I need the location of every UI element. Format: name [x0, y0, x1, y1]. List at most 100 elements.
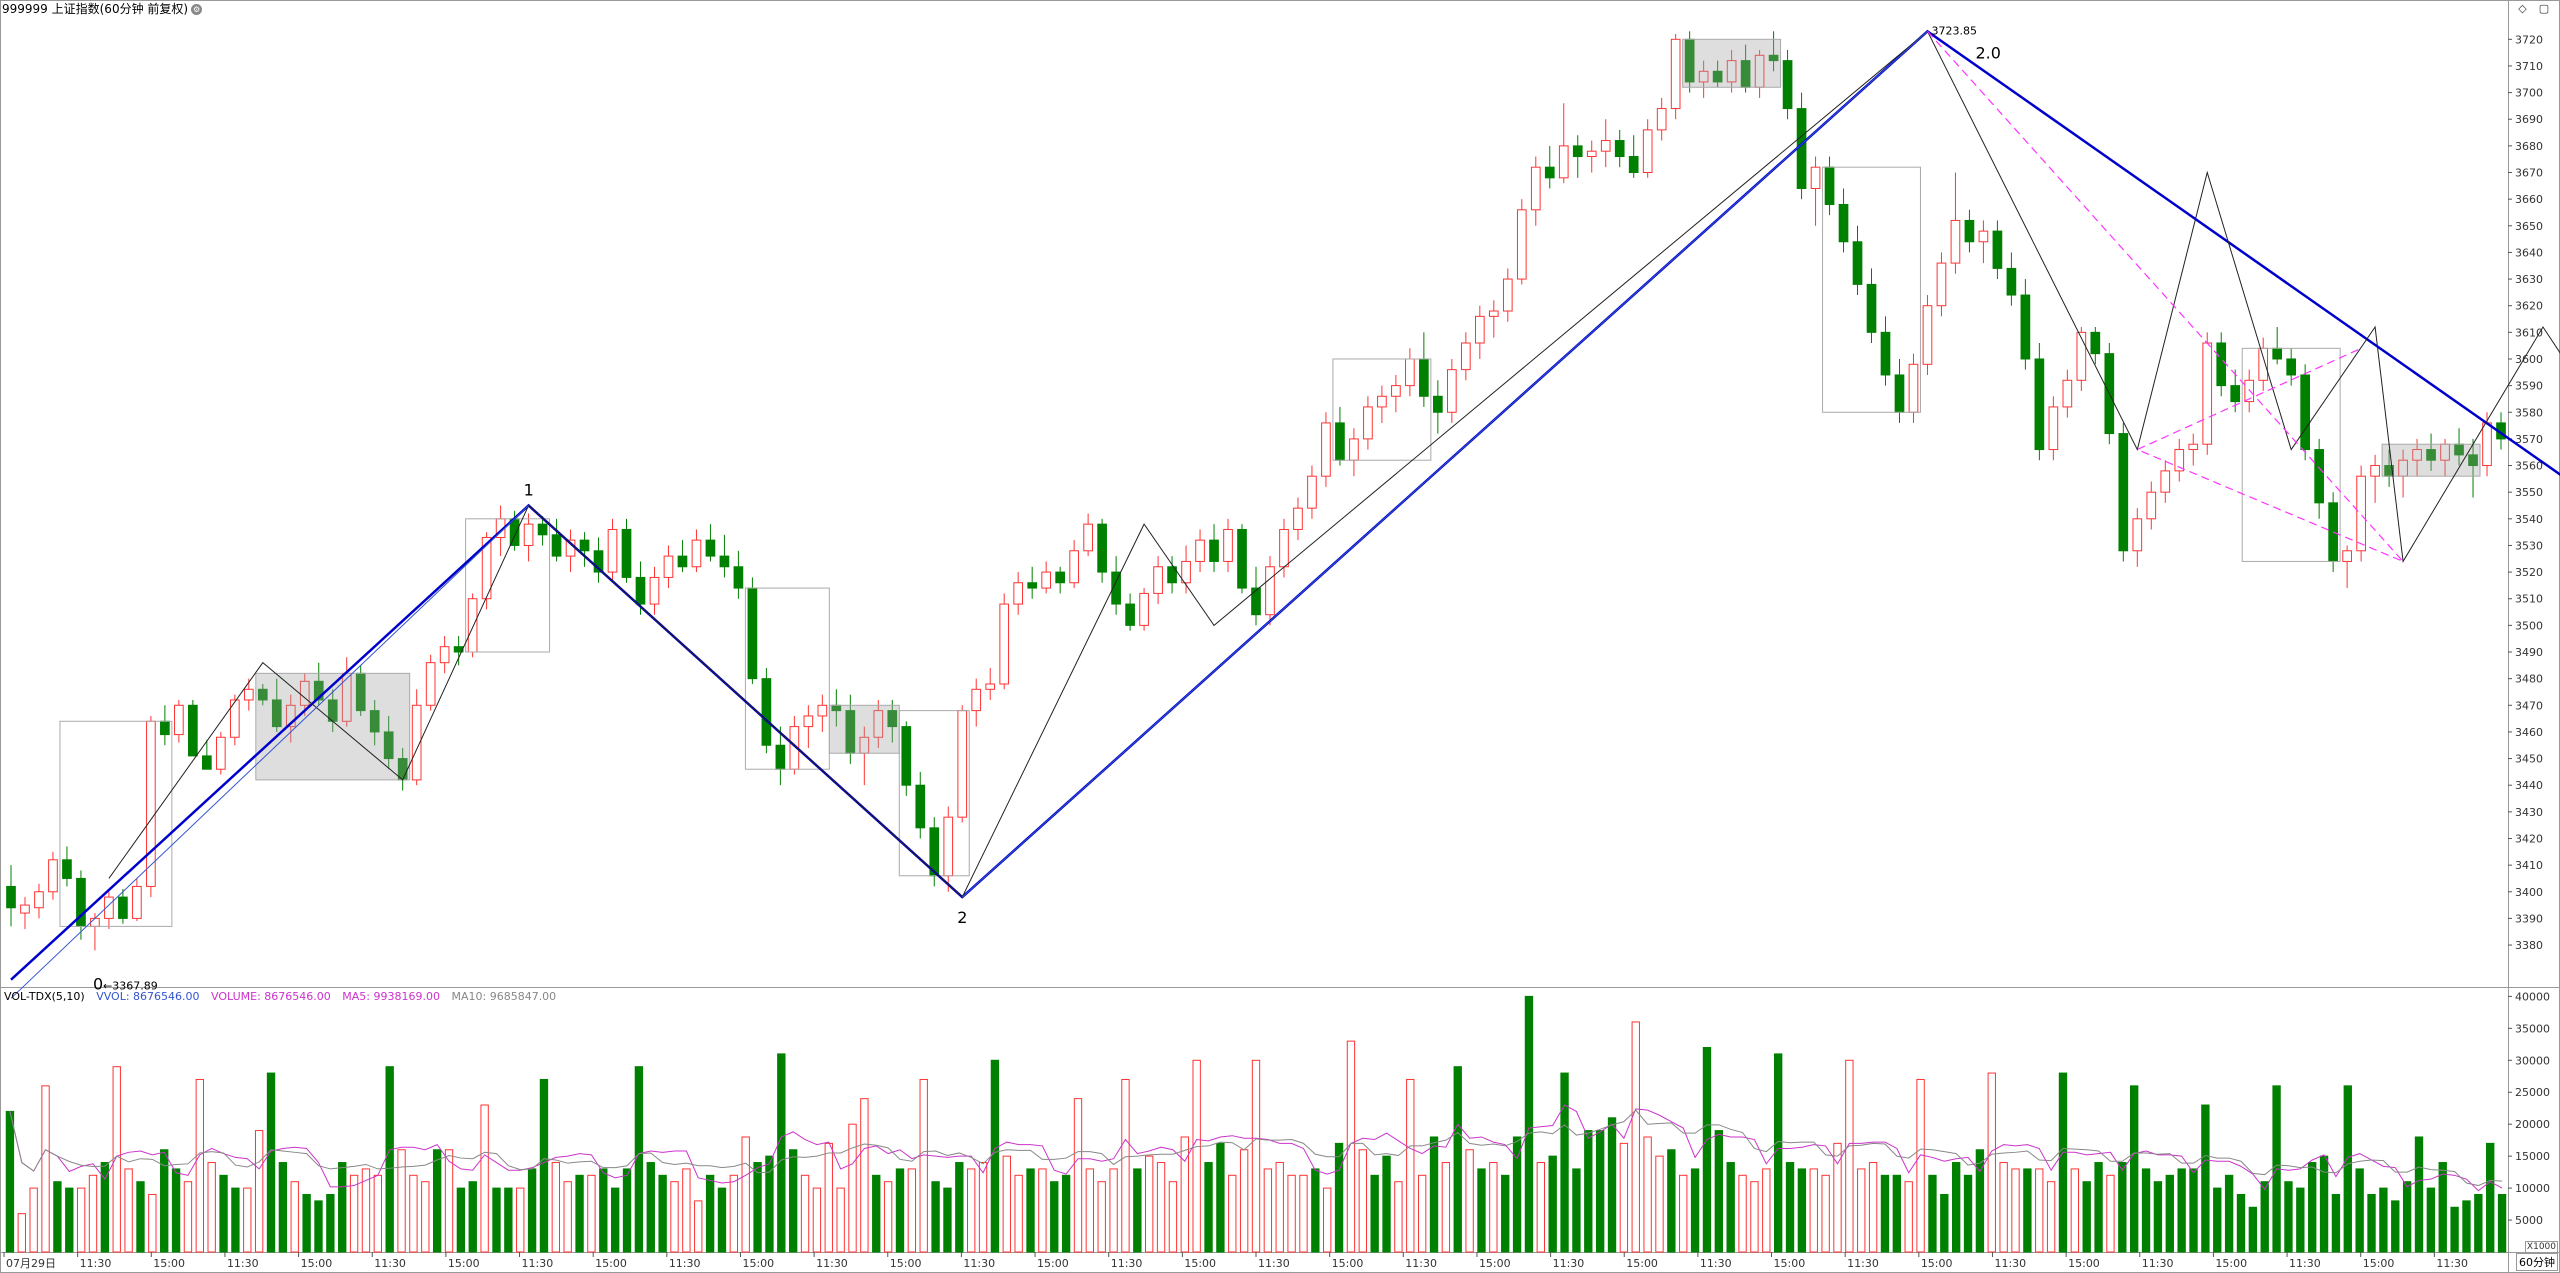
volume-bar	[88, 1174, 98, 1253]
volume-bar	[1263, 1168, 1273, 1253]
candle-body	[1013, 582, 1024, 605]
volume-bar	[919, 1078, 928, 1253]
volume-bar	[622, 1168, 632, 1253]
candle-body	[761, 678, 772, 746]
volume-scale-label: X1000	[2524, 1241, 2558, 1253]
candle-body	[1824, 166, 1835, 205]
candle-body	[1880, 331, 1891, 376]
volume-bar	[1892, 1174, 1902, 1253]
volume-bar	[1489, 1162, 1498, 1253]
ma5-line	[9, 1104, 2503, 1192]
time-tick-label: 11:30	[1847, 1257, 1879, 1270]
price-tick-label: 3550	[2515, 486, 2543, 499]
vol-legend-vvol: VVOL: 8676546.00	[96, 990, 200, 1003]
candle-body	[523, 523, 534, 546]
volume-bar	[670, 1181, 679, 1253]
square-icon[interactable]: ▢	[2538, 2, 2550, 15]
volume-bar	[777, 1053, 786, 1253]
price-tick-label: 3690	[2515, 113, 2543, 126]
time-tick-label: 11:30	[1553, 1257, 1585, 1270]
volume-bar	[2236, 1193, 2246, 1253]
ma10-line	[9, 1109, 2503, 1187]
volume-bar	[1133, 1168, 1142, 1253]
candle-body	[1111, 571, 1121, 605]
volume-bar	[2308, 1162, 2317, 1253]
candle-body	[1782, 60, 1793, 110]
volume-bar	[527, 1168, 537, 1253]
volume-bar	[2355, 1168, 2364, 1253]
volume-bar	[266, 1072, 276, 1253]
volume-bar	[2011, 1168, 2020, 1253]
volume-bar	[444, 1149, 454, 1253]
price-tick-label: 3430	[2515, 806, 2543, 819]
volume-bars	[5, 995, 2507, 1253]
price-tick-label: 3440	[2515, 779, 2543, 792]
candle-body	[467, 598, 478, 653]
candle-body	[1153, 566, 1163, 594]
candle-body	[1908, 363, 1919, 413]
volume-bar	[990, 1059, 1000, 1253]
candle-body	[649, 576, 660, 605]
candle-body	[985, 683, 996, 690]
volume-bar	[1061, 1174, 1071, 1253]
volume-bar	[883, 1181, 893, 1253]
volume-bar	[361, 1168, 371, 1253]
volume-bar	[148, 1193, 157, 1253]
volume-bar	[41, 1085, 50, 1253]
candle-body	[1321, 422, 1331, 477]
volume-tick-label: 20000	[2515, 1118, 2550, 1131]
volume-bar	[456, 1187, 466, 1253]
volume-bar	[800, 1174, 810, 1253]
volume-bar	[254, 1130, 264, 1253]
volume-bar	[2046, 1181, 2056, 1253]
volume-bar	[1287, 1174, 1296, 1253]
time-tick-label: 11:30	[2436, 1257, 2468, 1270]
volume-tick-label: 25000	[2515, 1086, 2550, 1099]
candle-body	[2328, 502, 2338, 562]
wave-label-1: 1	[524, 480, 534, 499]
volume-bar	[2094, 1162, 2103, 1253]
volume-bar	[967, 1168, 976, 1253]
price-tick-label: 3570	[2515, 433, 2543, 446]
candle-body	[1866, 283, 1877, 333]
candle-body	[481, 536, 492, 600]
candle-body	[957, 710, 968, 818]
volume-bar	[1560, 1072, 1569, 1253]
volume-bar	[1441, 1162, 1451, 1253]
volume-bar	[1228, 1174, 1237, 1253]
diamond-icon[interactable]: ◇	[2518, 2, 2527, 15]
candle-body	[1950, 219, 1961, 264]
volume-bar	[2296, 1187, 2305, 1253]
volume-bar	[765, 1155, 774, 1253]
candle-body	[915, 784, 926, 829]
candle-body	[2286, 358, 2297, 376]
volume-bar	[1145, 1155, 1154, 1253]
volume-bar	[207, 1162, 216, 1253]
time-tick-label: 15:00	[448, 1257, 480, 1270]
candle-body	[2048, 406, 2059, 451]
settings-icon[interactable]: ⚙	[191, 4, 203, 15]
price-tick-label: 3380	[2515, 939, 2543, 952]
volume-bar	[338, 1162, 347, 1253]
candle-body	[257, 688, 268, 701]
time-tick-label: 11:30	[1111, 1257, 1143, 1270]
volume-bar	[2414, 1136, 2424, 1253]
volume-bar	[694, 1200, 703, 1253]
candle-body	[2370, 465, 2380, 477]
volume-bar	[610, 1187, 620, 1253]
candle-body	[425, 662, 436, 706]
window-corner-buttons: ◇ ▢	[2511, 2, 2551, 15]
volume-bar	[1667, 1149, 1676, 1253]
volume-bar	[183, 1181, 193, 1253]
candle-body	[733, 566, 744, 589]
price-tick-label: 3410	[2515, 859, 2543, 872]
candle-body	[285, 704, 296, 728]
candle-body	[1391, 385, 1401, 397]
price-tick-label: 3420	[2515, 832, 2543, 845]
price-tick-label: 3600	[2515, 353, 2543, 366]
candle-body	[2216, 342, 2227, 387]
time-tick-label: 15:00	[1037, 1257, 1069, 1270]
period-selector[interactable]: 60分钟	[2516, 1253, 2558, 1271]
volume-bar	[5, 1110, 15, 1253]
